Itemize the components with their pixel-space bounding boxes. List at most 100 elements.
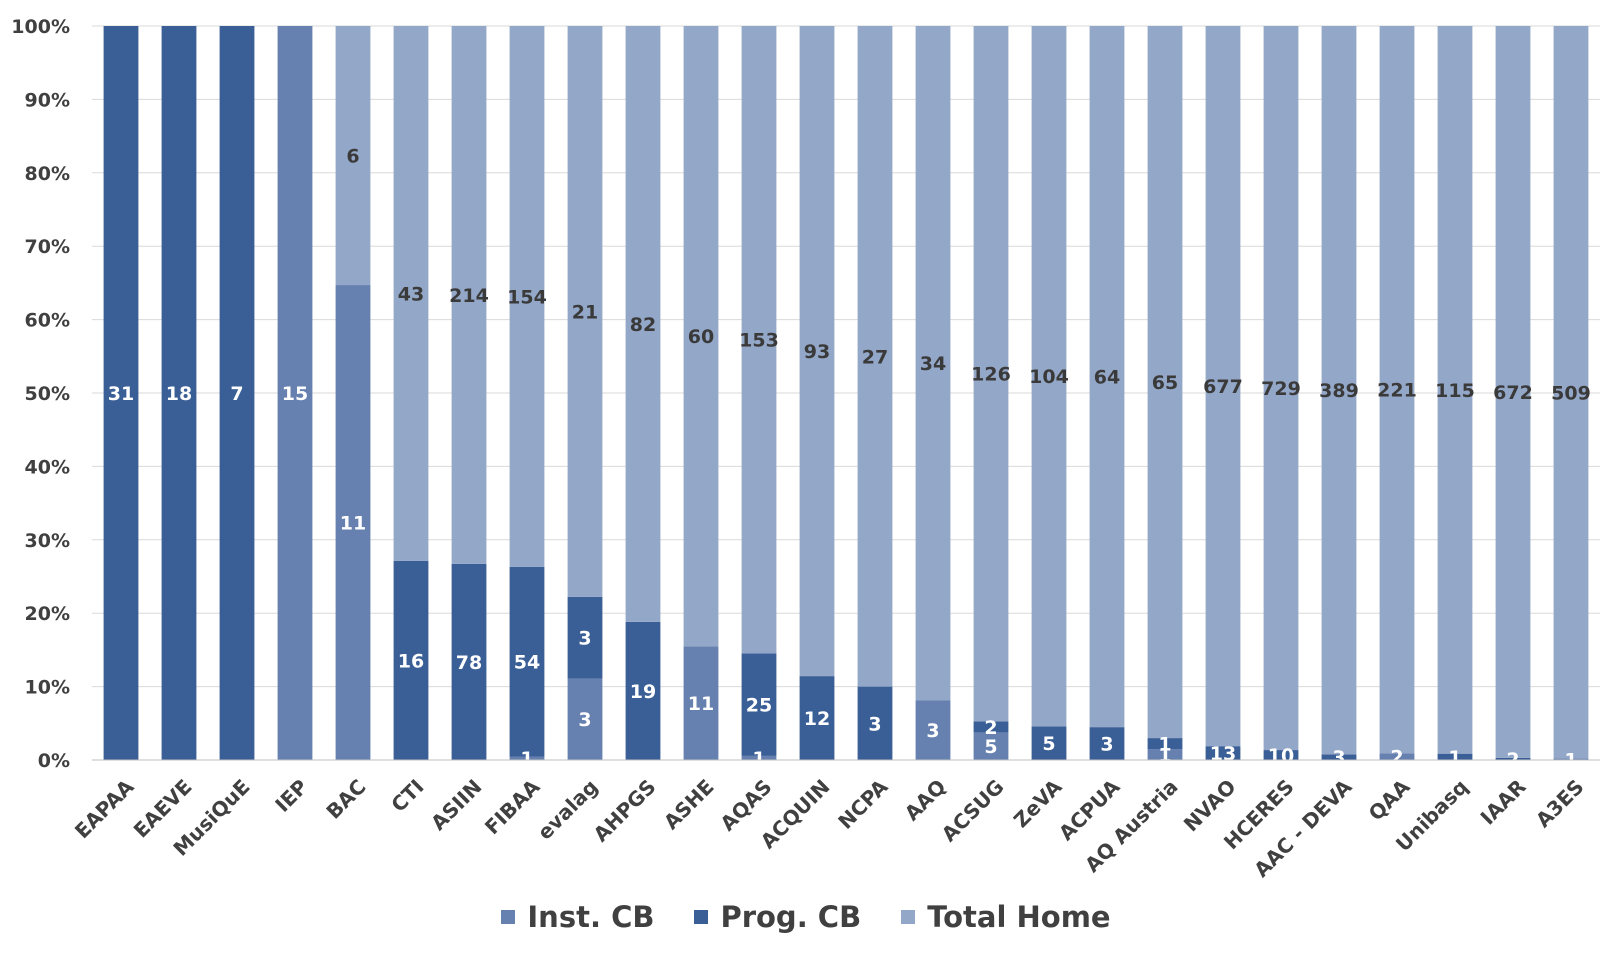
x-tick-label-bac: BAC: [321, 775, 370, 824]
bar-prog-cb-musique: [219, 26, 255, 760]
data-label-total-home-nvao: 677: [1203, 376, 1243, 398]
data-label-total-home-aac-deva: 389: [1319, 380, 1359, 402]
data-label-total-home-a3es: 509: [1551, 382, 1591, 404]
legend-swatch-prog-cb: [694, 910, 709, 924]
y-tick-label: 50%: [25, 383, 70, 405]
y-tick-label: 30%: [25, 530, 70, 552]
data-label-prog-cb-unibasq: 1: [1448, 747, 1461, 769]
data-label-total-home-iaar: 672: [1493, 382, 1533, 404]
data-label-prog-cb-aac-deva: 3: [1332, 747, 1345, 769]
data-label-inst-cb-ashe: 11: [688, 693, 714, 715]
y-tick-label: 10%: [25, 677, 70, 699]
data-label-prog-cb-asiin: 78: [456, 652, 482, 674]
x-tick-label-iep: IEP: [270, 775, 312, 817]
data-label-inst-cb-fibaa: 1: [520, 748, 533, 770]
bar-prog-cb-iaar: [1495, 757, 1531, 760]
y-tick-label: 80%: [25, 163, 70, 185]
gridlines: [92, 25, 1600, 761]
data-label-inst-cb-evalag: 3: [578, 709, 591, 731]
bar-total-home-aqas: [741, 26, 777, 654]
bar-inst-cb-qaa: [1379, 753, 1415, 760]
bar-prog-cb-hceres: [1263, 750, 1299, 760]
data-label-inst-cb-aqas: 1: [752, 748, 765, 770]
bar-total-home-evalag: [567, 26, 603, 597]
legend: Inst. CB Prog. CB Total Home: [0, 900, 1612, 934]
data-label-total-home-evalag: 21: [572, 301, 598, 323]
y-tick-label: 60%: [25, 310, 70, 332]
data-label-total-home-hceres: 729: [1261, 378, 1301, 400]
data-label-total-home-zeva: 104: [1029, 366, 1069, 388]
x-tick-label-ncpa: NCPA: [833, 774, 893, 834]
bar-total-home-qaa: [1379, 26, 1415, 754]
x-tick-label-eapaa: EAPAA: [70, 774, 139, 843]
data-label-prog-cb-hceres: 10: [1268, 745, 1294, 767]
bar-total-home-acquin: [799, 26, 835, 677]
data-label-inst-cb-acsug: 5: [984, 736, 997, 758]
legend-swatch-inst-cb: [501, 910, 516, 924]
data-label-inst-cb-aq-austria: 1: [1158, 745, 1171, 767]
data-label-total-home-acsug: 126: [971, 364, 1011, 386]
bar-inst-cb-aqas: [741, 755, 777, 760]
bar-prog-cb-asiin: [451, 563, 487, 760]
bars: [103, 26, 1589, 760]
bar-prog-cb-aac-deva: [1321, 754, 1357, 760]
bar-total-home-a3es: [1553, 26, 1589, 759]
bar-prog-cb-aq-austria: [1147, 738, 1183, 750]
data-label-prog-cb-acquin: 12: [804, 708, 830, 730]
data-label-total-home-ahpgs: 82: [630, 314, 656, 336]
x-tick-label-acsug: ACSUG: [937, 775, 1009, 847]
data-label-prog-cb-zeva: 5: [1042, 733, 1055, 755]
legend-label-prog-cb: Prog. CB: [720, 900, 862, 934]
bar-prog-cb-zeva: [1031, 726, 1067, 760]
bar-prog-cb-unibasq: [1437, 753, 1473, 760]
bar-inst-cb-evalag: [567, 678, 603, 760]
x-tick-label-a3es: A3ES: [1531, 775, 1589, 833]
data-label-prog-cb-acsug: 2: [984, 717, 997, 739]
data-label-total-home-unibasq: 115: [1435, 380, 1475, 402]
x-tick-label-iaar: IAAR: [1476, 775, 1531, 830]
data-labels: 31 18 7 15116164378214154154332119821160125…: [108, 146, 1591, 772]
bar-total-home-iaar: [1495, 26, 1531, 758]
bar-total-home-zeva: [1031, 26, 1067, 727]
bar-total-home-cti: [393, 26, 429, 561]
legend-label-total-home: Total Home: [927, 900, 1111, 934]
data-label-prog-cb-cti: 16: [398, 650, 424, 672]
bar-total-home-ashe: [683, 26, 719, 647]
bar-inst-cb-fibaa: [509, 756, 545, 760]
data-label-prog-cb-ncpa: 3: [868, 713, 881, 735]
data-label-prog-cb-aqas: 25: [746, 695, 772, 717]
bar-total-home-aac-deva: [1321, 26, 1357, 755]
bar-inst-cb-aq-austria: [1147, 749, 1183, 760]
bar-total-home-bac: [335, 26, 371, 286]
bar-prog-cb-aqas: [741, 653, 777, 756]
legend-item-total-home: Total Home: [901, 900, 1111, 934]
data-label-inst-cb-bac: 11: [340, 513, 366, 535]
bar-prog-cb-nvao: [1205, 746, 1241, 760]
data-label-inst-cb-aaq: 3: [926, 720, 939, 742]
data-label-total-home-aaq: 34: [920, 353, 946, 375]
bar-prog-cb-eapaa: [103, 26, 139, 760]
bar-inst-cb-a3es: [1553, 758, 1589, 760]
bar-total-home-aaq: [915, 26, 951, 701]
bar-total-home-acpua: [1089, 26, 1125, 728]
data-label-prog-cb-fibaa: 54: [514, 652, 540, 674]
y-tick-label: 70%: [25, 236, 70, 258]
data-label-total-home-asiin: 214: [449, 285, 489, 307]
data-label-prog-cb-acpua: 3: [1100, 734, 1113, 756]
bar-inst-cb-acsug: [973, 732, 1009, 760]
data-label-total-home-ncpa: 27: [862, 346, 888, 368]
bar-inst-cb-ashe: [683, 646, 719, 760]
data-label-inst-cb-iep: 15: [282, 383, 308, 405]
x-tick-label-aaq: AAQ: [900, 775, 951, 826]
y-tick-label: 90%: [25, 89, 70, 111]
bar-prog-cb-cti: [393, 560, 429, 760]
data-label-inst-cb-qaa: 2: [1390, 747, 1403, 769]
bar-prog-cb-acsug: [973, 721, 1009, 733]
data-label-total-home-aqas: 153: [739, 330, 779, 352]
bar-total-home-fibaa: [509, 26, 545, 567]
legend-item-prog-cb: Prog. CB: [694, 900, 861, 934]
bar-inst-cb-iep: [277, 26, 313, 760]
data-label-total-home-cti: 43: [398, 283, 424, 305]
bar-total-home-asiin: [451, 26, 487, 564]
